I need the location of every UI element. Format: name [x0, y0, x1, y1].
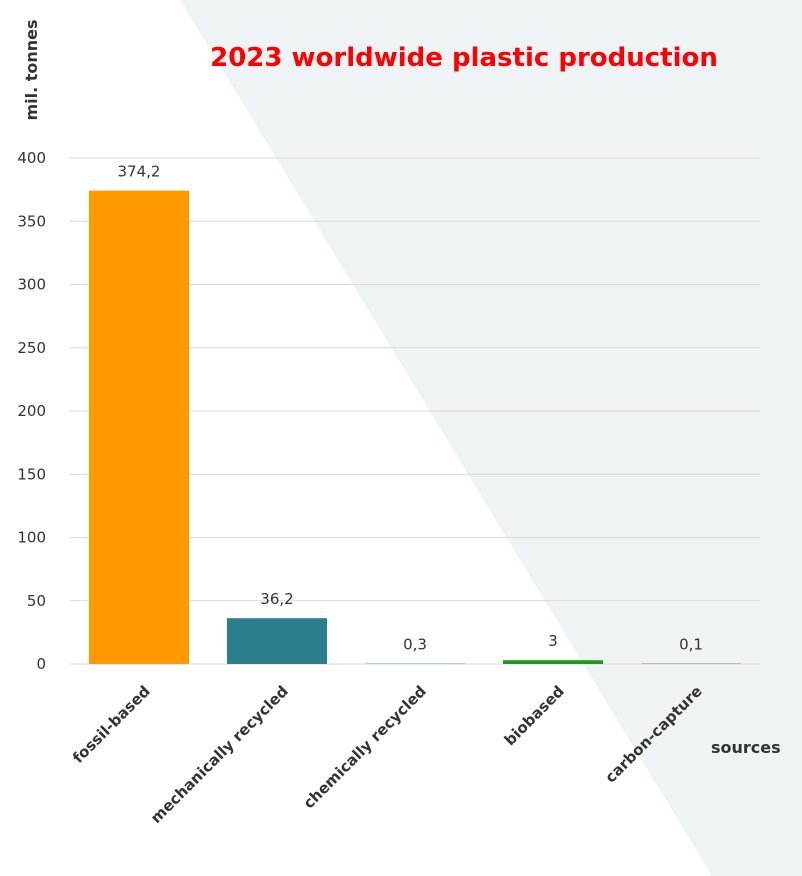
category-label: fossil-based: [69, 682, 154, 767]
y-axis-ticks: 0 50 100 150 200 250 300 350 400: [17, 149, 46, 673]
category-label: chemically recycled: [300, 682, 430, 812]
y-tick-label: 400: [17, 149, 46, 167]
y-tick-label: 150: [17, 465, 46, 483]
y-tick-label: 100: [17, 529, 46, 547]
y-tick-label: 300: [17, 276, 46, 294]
data-label: 0,1: [679, 636, 703, 654]
bars: [89, 190, 741, 664]
bar-carbon-capture: [641, 663, 741, 664]
x-axis-label: sources: [711, 738, 781, 757]
bar-mechanically-recycled: [227, 618, 327, 664]
chart-title: 2023 worldwide plastic production: [210, 43, 718, 73]
category-label: biobased: [501, 682, 568, 749]
data-label: 36,2: [260, 590, 293, 608]
bar-chemically-recycled: [365, 663, 465, 664]
bar-biobased: [503, 660, 603, 664]
y-tick-label: 50: [27, 592, 46, 610]
category-label: mechanically recycled: [147, 682, 292, 827]
category-label: carbon-capture: [602, 682, 706, 786]
y-tick-label: 200: [17, 402, 46, 420]
data-label: 3: [548, 632, 558, 650]
y-axis-label: mil. tonnes: [22, 19, 41, 120]
data-labels: 374,2 36,2 0,3 3 0,1: [118, 163, 703, 654]
bar-fossil-based: [89, 190, 189, 664]
y-tick-label: 250: [17, 339, 46, 357]
y-tick-label: 350: [17, 212, 46, 230]
data-label: 0,3: [403, 636, 427, 654]
data-label: 374,2: [118, 163, 161, 181]
y-tick-label: 0: [36, 655, 46, 673]
